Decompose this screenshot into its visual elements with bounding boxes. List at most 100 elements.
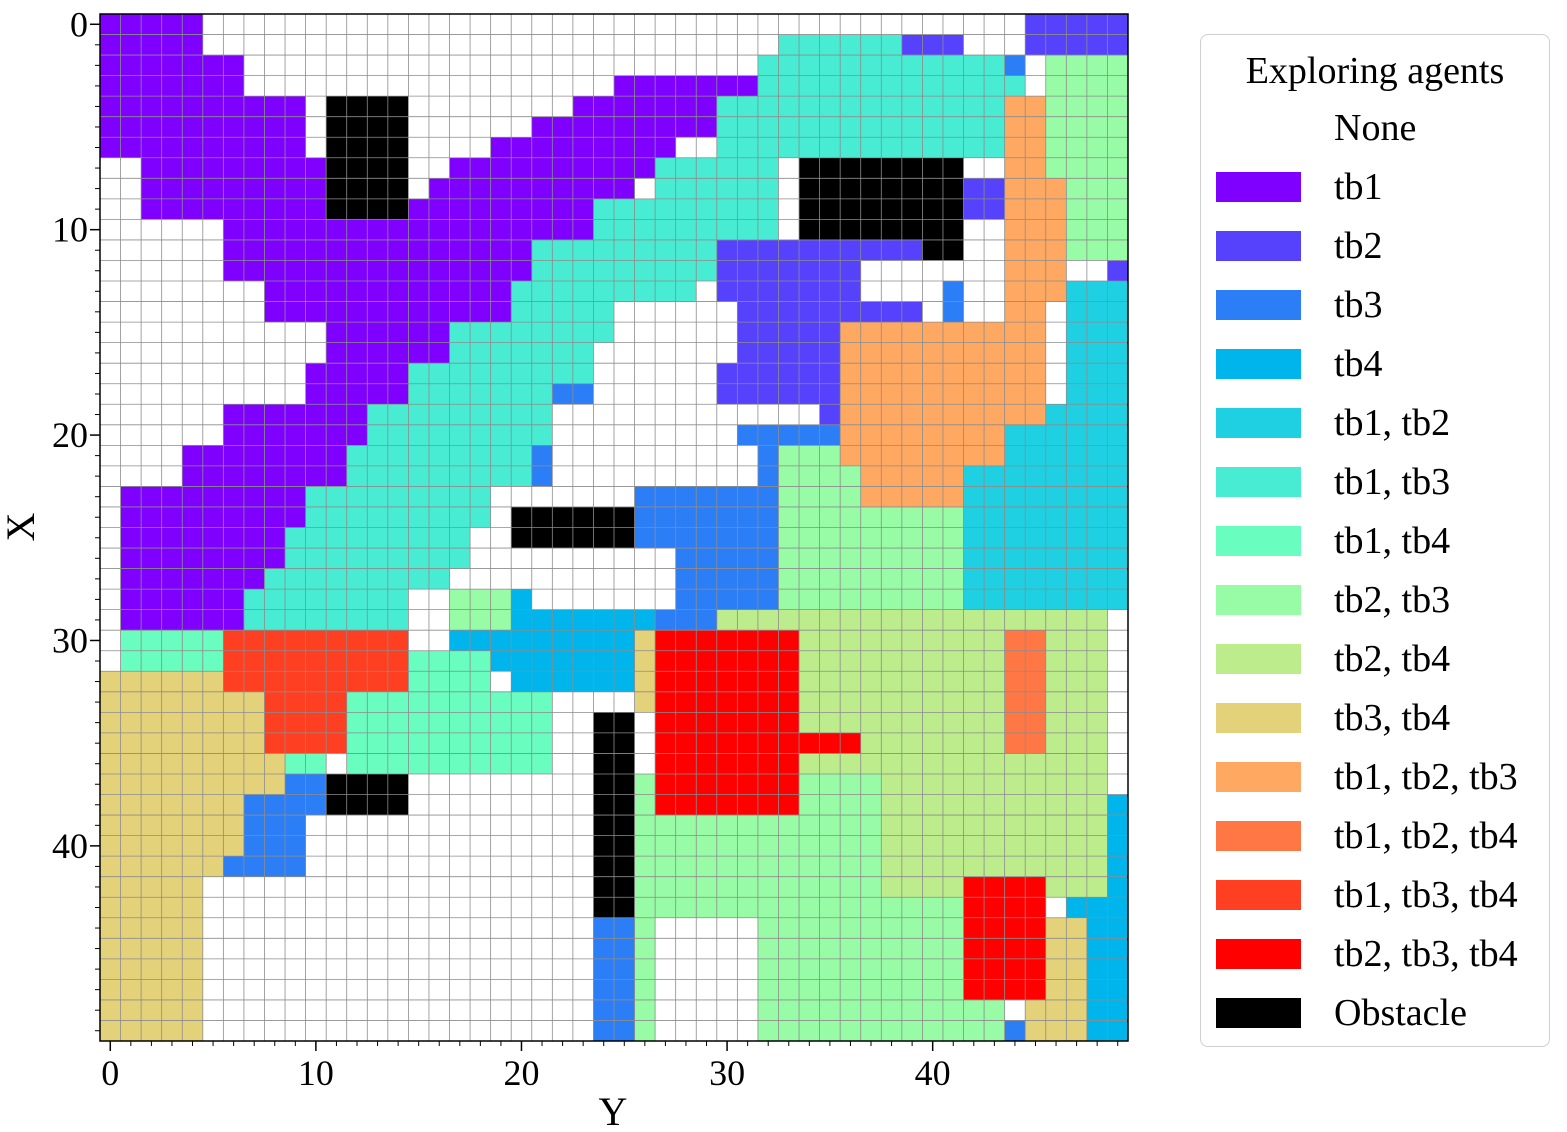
heatmap-cell (757, 219, 779, 241)
heatmap-cell (901, 979, 923, 1001)
heatmap-cell (840, 281, 862, 302)
heatmap-cell (490, 445, 512, 467)
heatmap-cell (1107, 260, 1129, 282)
heatmap-cell (860, 815, 882, 836)
heatmap-cell (1025, 568, 1047, 590)
heatmap-cell (922, 1020, 944, 1042)
heatmap-cell (285, 96, 306, 118)
heatmap-cell (490, 773, 512, 795)
heatmap-cell (264, 219, 286, 241)
heatmap-cell (593, 506, 615, 528)
legend-item: tb1, tb2, tb3 (1201, 754, 1549, 800)
heatmap-cell (860, 383, 882, 405)
heatmap-cell (264, 383, 286, 405)
heatmap-cell (141, 75, 163, 97)
heatmap-cell (531, 773, 553, 795)
heatmap-cell (449, 116, 471, 138)
heatmap-cell (696, 137, 718, 159)
heatmap-cell (470, 219, 492, 241)
heatmap-cell (778, 198, 800, 220)
heatmap-cell (593, 116, 615, 138)
heatmap-cell (634, 876, 656, 898)
heatmap-cell (408, 198, 430, 220)
heatmap-cell (757, 34, 779, 56)
heatmap-cell (223, 938, 245, 960)
heatmap-cell (799, 281, 820, 302)
heatmap-cell (881, 281, 903, 302)
heatmap-cell (326, 465, 348, 487)
heatmap-cell (243, 958, 265, 980)
heatmap-cell (182, 548, 204, 569)
heatmap-cell (346, 753, 368, 775)
heatmap-cell (243, 1020, 265, 1042)
heatmap-cell (819, 856, 841, 878)
heatmap-cell (922, 815, 944, 836)
heatmap-cell (243, 917, 265, 939)
heatmap-cell (901, 239, 923, 261)
heatmap-cell (799, 96, 820, 118)
heatmap-cell (572, 979, 594, 1001)
heatmap-cell (984, 979, 1006, 1001)
heatmap-cell (531, 75, 553, 97)
heatmap-cell (901, 219, 923, 241)
heatmap-cell (963, 55, 985, 77)
heatmap-cell (778, 404, 800, 426)
heatmap-cell (614, 465, 635, 487)
heatmap-cell (696, 568, 718, 590)
heatmap-cell (490, 999, 512, 1021)
heatmap-cell (141, 671, 163, 693)
heatmap-cell (634, 178, 656, 200)
legend-item: tb2, tb4 (1201, 636, 1549, 682)
heatmap-cell (531, 732, 553, 754)
heatmap-cell (696, 876, 718, 898)
heatmap-cell (1107, 486, 1129, 508)
heatmap-cell (675, 958, 697, 980)
heatmap-cell (490, 322, 512, 344)
heatmap-cell (428, 917, 450, 939)
heatmap-cell (408, 589, 430, 611)
heatmap-cell (778, 342, 800, 364)
heatmap-cell (202, 568, 224, 590)
heatmap-cell (1025, 979, 1047, 1001)
heatmap-cell (799, 999, 820, 1021)
heatmap-cell (593, 383, 615, 405)
heatmap-cell (942, 712, 964, 734)
heatmap-cell (696, 383, 718, 405)
legend-item: tb1, tb2, tb4 (1201, 813, 1549, 859)
heatmap-cell (1045, 835, 1067, 857)
heatmap-cell (593, 157, 615, 179)
heatmap-cell (285, 322, 306, 344)
heatmap-cell (531, 486, 553, 508)
heatmap-cell (716, 897, 738, 919)
heatmap-cell (346, 404, 368, 426)
heatmap-cell (449, 506, 471, 528)
heatmap-cell (346, 75, 368, 97)
heatmap-cell (100, 383, 121, 405)
legend-swatch (1216, 703, 1301, 733)
heatmap-cell (696, 157, 718, 179)
heatmap-cell (675, 773, 697, 795)
heatmap-cell (531, 178, 553, 200)
heatmap-cell (696, 815, 718, 836)
heatmap-cell (531, 465, 553, 487)
heatmap-cell (819, 876, 841, 898)
heatmap-cell (490, 404, 512, 426)
heatmap-cell (572, 137, 594, 159)
heatmap-cell (572, 55, 594, 77)
heatmap-cell (1045, 239, 1067, 261)
heatmap-cell (449, 424, 471, 446)
heatmap-cell (264, 917, 286, 939)
heatmap-cell (202, 465, 224, 487)
heatmap-cell (675, 260, 697, 282)
heatmap-cell (408, 281, 430, 302)
heatmap-cell (408, 999, 430, 1021)
heatmap-cell (840, 630, 862, 652)
heatmap-cell (100, 856, 121, 878)
heatmap-cell (141, 917, 163, 939)
heatmap-cell (305, 753, 327, 775)
legend-label: tb1, tb3, tb4 (1334, 874, 1518, 916)
heatmap-cell (141, 938, 163, 960)
heatmap-cell (346, 383, 368, 405)
heatmap-cell (1045, 589, 1067, 611)
heatmap-cell (819, 96, 841, 118)
